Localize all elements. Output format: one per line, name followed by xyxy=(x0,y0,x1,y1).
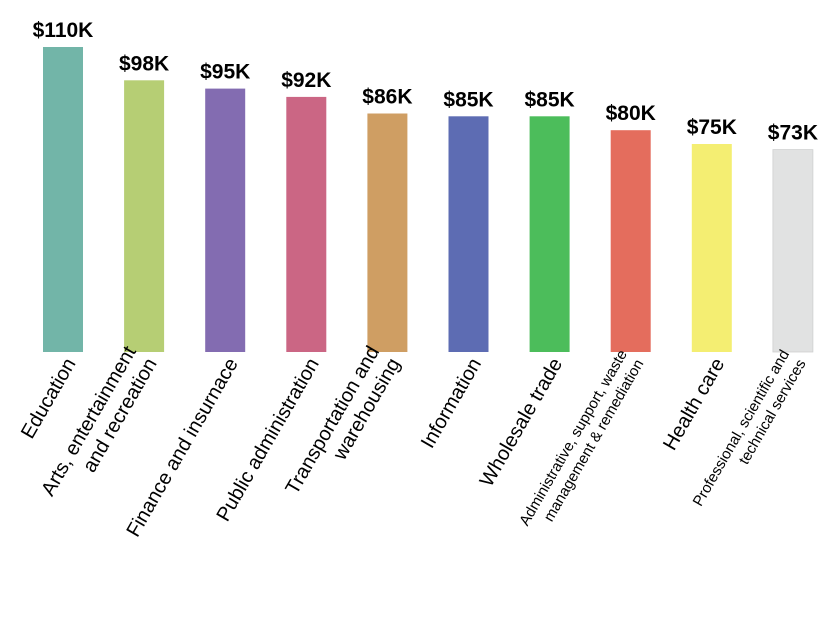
value-labels-group: $110K $98K $95K $92K $86K $85K $85K $80K $75K $73… xyxy=(33,19,818,145)
value-label-9: $73K xyxy=(768,122,818,145)
bar-0 xyxy=(43,47,83,352)
value-label-4: $86K xyxy=(362,86,412,109)
value-label-2: $95K xyxy=(200,61,250,84)
category-label-7-line-0: Administrative, support, waste xyxy=(516,347,631,529)
category-label-8: Health care xyxy=(659,355,729,455)
value-label-7: $80K xyxy=(606,102,656,125)
value-label-5: $85K xyxy=(443,88,493,111)
bar-8 xyxy=(691,144,732,352)
value-label-1: $98K xyxy=(119,52,169,75)
category-label-8-line-0: Health care xyxy=(659,355,729,455)
bar-2 xyxy=(205,88,246,352)
category-label-5-line-0: Information xyxy=(417,355,486,453)
value-label-0: $110K xyxy=(33,19,94,42)
bars-group xyxy=(43,47,814,353)
value-label-3: $92K xyxy=(281,69,331,92)
bar-9 xyxy=(772,149,814,353)
bar-6 xyxy=(529,116,570,352)
bar-1 xyxy=(124,80,165,353)
bar-4 xyxy=(367,113,408,352)
bar-3 xyxy=(286,96,327,353)
value-label-6: $85K xyxy=(524,88,574,111)
bar-5 xyxy=(448,116,489,352)
bar-7 xyxy=(610,130,651,352)
value-label-8: $75K xyxy=(687,116,737,139)
category-label-5: Information xyxy=(417,355,486,453)
